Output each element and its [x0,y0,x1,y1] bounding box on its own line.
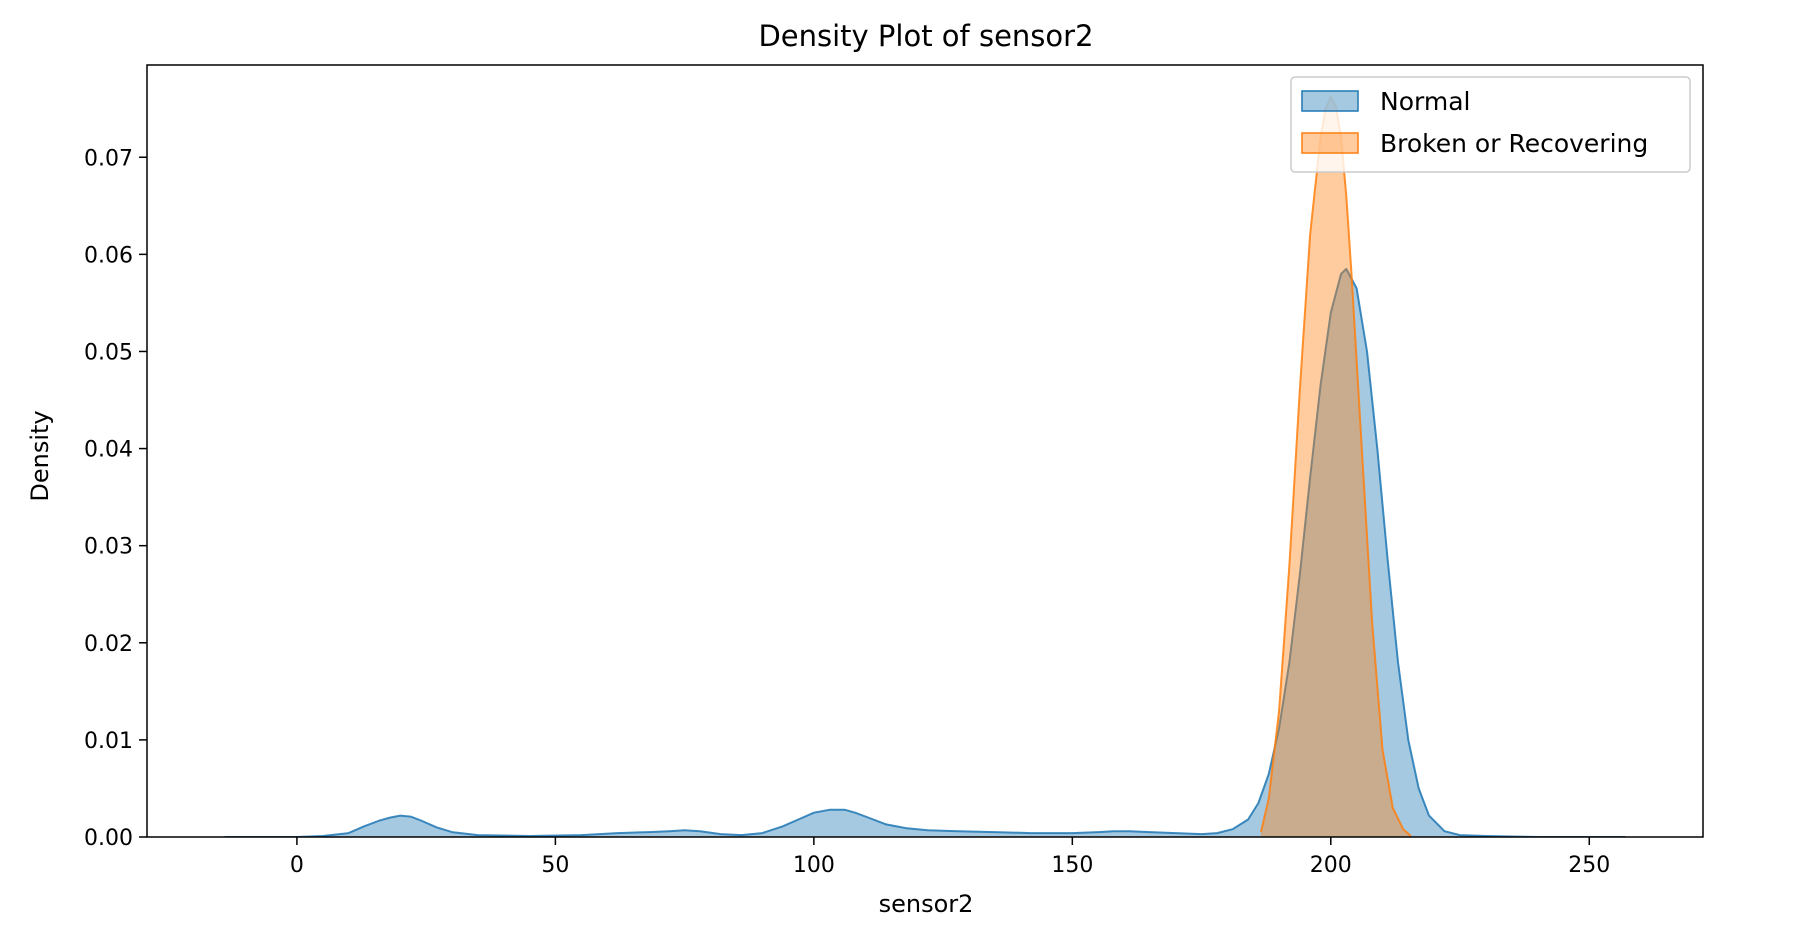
series-line-0 [224,267,1626,837]
plot-frame [146,64,1704,838]
x-tick-label: 100 [793,853,835,878]
chart-title: Density Plot of sensor2 [758,19,1093,53]
legend-box [1290,76,1691,173]
x-axis-title: sensor2 [879,890,974,918]
series-area-0 [224,268,1626,837]
x-tick-label: 50 [541,853,569,878]
y-tick-label: 0.04 [84,438,133,463]
legend-label: Broken or Recovering [1380,129,1648,158]
y-tick-label: 0.07 [84,146,133,171]
legend-label: Normal [1380,87,1470,116]
x-tick-label: 200 [1310,853,1352,878]
series-group [224,96,1626,837]
series-area-1 [1261,97,1411,837]
y-tick-label: 0.06 [84,243,133,268]
y-tick-label: 0.03 [84,535,133,560]
plot-area [224,96,1626,837]
axes: 0 50 100 150 200 250 0.00 0.01 0.02 0.03 0.04 0.05 0… [84,64,1704,878]
y-tick-label: 0.05 [84,340,133,365]
y-tick-label: 0.01 [84,729,133,754]
y-axis-title: Density [26,410,54,501]
x-tick-label: 0 [290,853,304,878]
legend-swatch [1301,132,1359,154]
y-tick-label: 0.00 [84,826,133,851]
legend-swatch [1301,90,1359,112]
x-tick-label: 150 [1051,853,1093,878]
y-tick-label: 0.02 [84,632,133,657]
legend: Normal Broken or Recovering [1290,76,1691,173]
x-tick-label: 250 [1568,853,1610,878]
